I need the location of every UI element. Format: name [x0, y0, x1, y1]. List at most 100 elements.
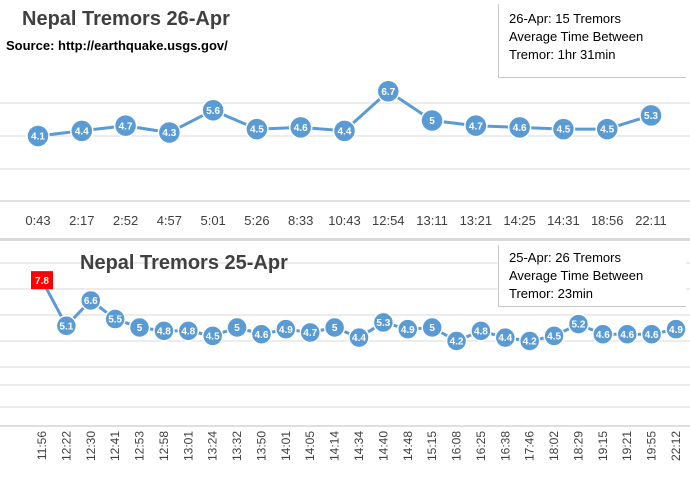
x-tick-label: 14:25 [503, 213, 536, 228]
x-tick-label: 14:01 [279, 431, 293, 461]
data-point-marker [507, 115, 532, 140]
data-label: 4.6 [645, 330, 659, 341]
data-label: 4.7 [469, 121, 483, 132]
x-tick-label: 5:01 [200, 213, 225, 228]
data-label: 5 [137, 323, 143, 334]
data-point-marker [464, 113, 488, 138]
data-label: 5.5 [108, 315, 122, 326]
data-label: 5.3 [376, 318, 390, 329]
data-label: 5 [332, 323, 338, 334]
data-point-marker [567, 313, 590, 335]
data-label: 4.6 [596, 330, 610, 341]
data-label: 4.6 [294, 123, 308, 134]
x-tick-label: 10:43 [328, 213, 361, 228]
x-tick-label: 13:21 [460, 213, 493, 228]
info-box: 26-Apr: 15 Tremors Average Time Between … [498, 4, 686, 78]
x-tick-label: 15:15 [425, 431, 439, 461]
x-tick-label: 2:17 [69, 213, 94, 228]
data-label: 4.4 [352, 333, 366, 344]
data-point-marker [592, 323, 614, 345]
data-point-marker [177, 320, 200, 342]
x-tick-label: 0:43 [25, 213, 50, 228]
info-line: Average Time Between [509, 29, 644, 44]
data-label: 4.2 [523, 337, 537, 348]
data-point-marker [153, 320, 175, 342]
x-tick-label: 8:33 [288, 213, 313, 228]
data-label: 4.1 [31, 132, 45, 143]
data-point-marker [616, 323, 638, 345]
data-label: 4.7 [303, 328, 317, 339]
x-tick-label: 12:41 [108, 431, 122, 461]
x-tick-label: 12:22 [59, 431, 73, 461]
x-tick-label: 12:54 [372, 213, 405, 228]
chart-title: Nepal Tremors 25-Apr [80, 252, 288, 274]
data-point-marker [299, 321, 321, 344]
data-label: 7.8 [35, 276, 49, 287]
x-tick-label: 12:58 [157, 431, 171, 461]
x-tick-label: 13:50 [255, 431, 269, 461]
chart-25-apr: 7.8 5.1 6.6 5.5 5 4.8 4.8 4.5 5 4.6 4.9 4.7 5 4.4 5.3 4… [0, 262, 690, 461]
x-tick-label: 14:48 [401, 431, 415, 461]
data-label: 4.5 [547, 332, 561, 343]
data-point-marker [104, 308, 126, 330]
data-label: 4.7 [119, 121, 133, 132]
data-label: 4.2 [450, 337, 464, 348]
data-label: 4.6 [513, 123, 527, 134]
x-tick-label: 2:52 [113, 213, 138, 228]
x-tick-label: 11:56 [35, 431, 49, 460]
x-tick-label: 13:11 [416, 213, 448, 228]
x-tick-label: 12:53 [133, 431, 147, 461]
chart-title: Nepal Tremors 26-Apr [22, 8, 230, 30]
chart-panel-25-apr: 7.8 5.1 6.6 5.5 5 4.8 4.8 4.5 5 4.6 4.9 4.7 5 4.4 5.3 4… [0, 241, 690, 479]
data-point-marker [288, 115, 313, 140]
data-label: 4.5 [206, 332, 220, 343]
data-point-marker [26, 124, 50, 148]
data-point-marker [445, 330, 468, 352]
data-label: 4.5 [600, 125, 614, 136]
data-point-marker [518, 330, 541, 352]
data-label: 6.6 [84, 296, 98, 307]
data-label: 4.3 [162, 128, 176, 139]
x-tick-label: 14:05 [303, 431, 317, 461]
x-tick-label: 13:01 [181, 431, 195, 461]
data-label: 4.8 [181, 326, 195, 337]
x-tick-label: 14:40 [376, 431, 390, 461]
data-point-marker [665, 318, 687, 340]
data-label: 5.3 [644, 111, 658, 122]
info-line: 26-Apr: 15 Tremors [509, 11, 621, 26]
data-label: 4.4 [338, 126, 352, 137]
data-label: 4.4 [75, 126, 89, 137]
x-tick-label: 19:21 [620, 431, 634, 461]
data-label: 4.8 [474, 326, 488, 337]
data-point-marker [470, 320, 492, 342]
data-point-marker [275, 318, 297, 340]
data-point-marker [639, 103, 663, 128]
data-label: 5 [429, 116, 435, 127]
data-label: 4.4 [498, 333, 512, 344]
x-tick-label: 16:08 [450, 431, 464, 461]
data-label: 4.5 [250, 125, 264, 136]
data-point-marker [113, 113, 138, 138]
data-label: 4.6 [620, 330, 634, 341]
data-point-marker [250, 323, 273, 345]
data-point-marker [55, 315, 78, 337]
data-point-marker [128, 316, 151, 339]
info-box: 25-Apr: 26 Tremors Average Time Between … [498, 245, 686, 307]
data-point-marker [323, 316, 346, 339]
data-point-marker [420, 108, 444, 133]
data-label: 4.6 [255, 330, 269, 341]
x-tick-label: 22:11 [635, 213, 667, 228]
data-point-marker [376, 79, 401, 104]
chart-panel-26-apr: 4.1 4.4 4.7 4.3 5.6 4.5 4.6 4.4 6.7 5 4.7 4.6 4.5 4.5… [0, 0, 690, 238]
chart-26-apr: 4.1 4.4 4.7 4.3 5.6 4.5 4.6 4.4 6.7 5 4.7 4.6 4.5 4.5… [0, 79, 690, 228]
info-line: Average Time Between [509, 268, 644, 283]
x-tick-label: 19:55 [645, 431, 659, 461]
x-tick-label: 13:32 [230, 431, 244, 461]
data-point-marker-highlight [31, 271, 53, 290]
data-point-marker [640, 323, 663, 345]
x-tick-label: 16:25 [474, 431, 488, 461]
data-label: 5.2 [572, 320, 586, 331]
data-point-marker [421, 316, 443, 339]
data-point-marker [226, 316, 248, 339]
data-point-marker [348, 326, 370, 349]
